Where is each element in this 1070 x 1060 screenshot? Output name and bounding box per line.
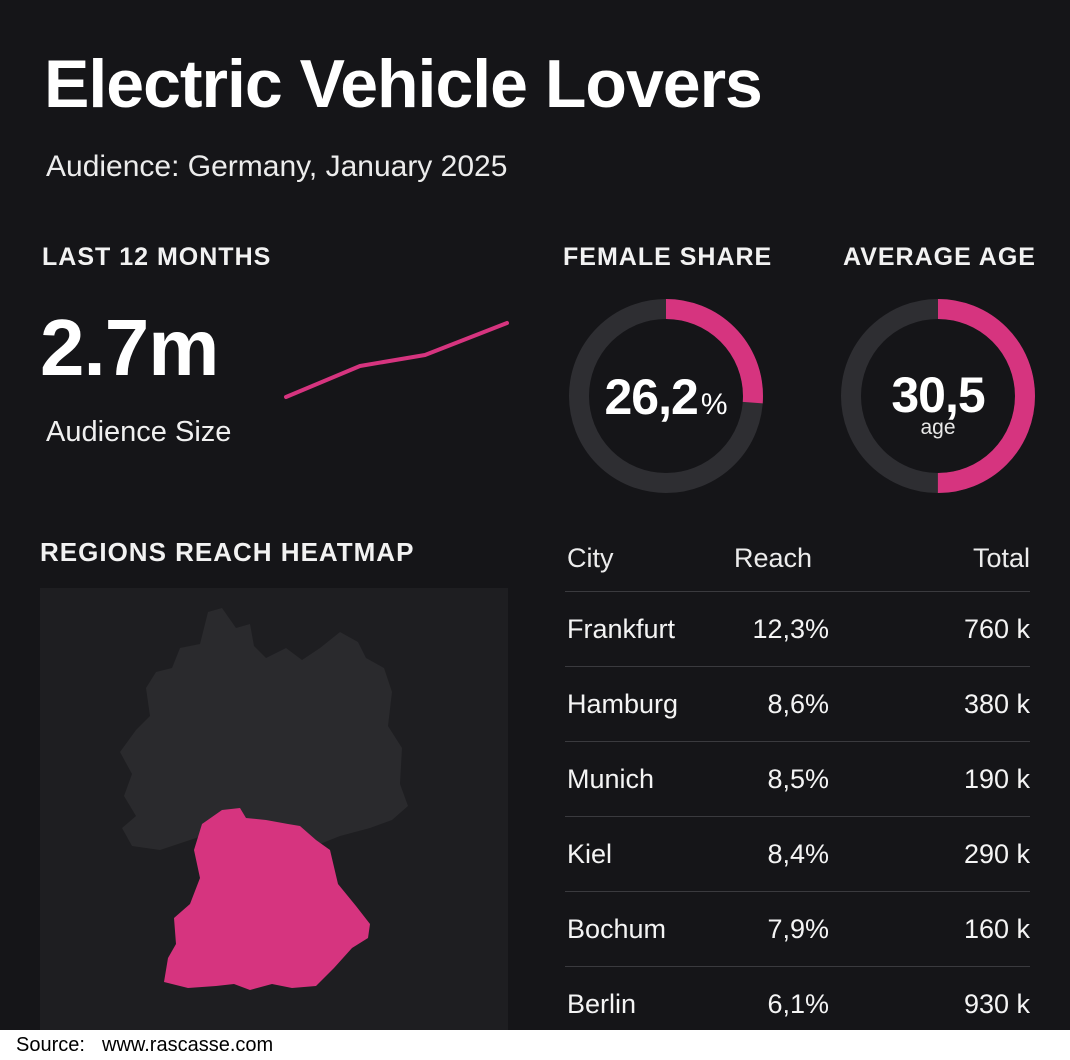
average-age-arc (841, 299, 1035, 493)
last-12-months-label: LAST 12 MONTHS (42, 243, 272, 271)
column-header-city: City (565, 525, 717, 592)
table-row: Munich 8,5% 190 k (565, 741, 1030, 817)
table-row: Frankfurt 12,3% 760 k (565, 591, 1030, 667)
city-cell: Munich (565, 741, 717, 817)
table-row: Kiel 8,4% 290 k (565, 816, 1030, 892)
city-cell: Hamburg (565, 666, 717, 742)
page-subtitle: Audience: Germany, January 2025 (46, 150, 508, 183)
reach-cell: 8,5% (717, 741, 829, 817)
source-label: Source: (16, 1034, 85, 1056)
audience-size-value: 2.7m (40, 303, 219, 392)
source-footer: Source: www.rascasse.com (0, 1030, 1070, 1060)
reach-cell: 8,4% (717, 816, 829, 892)
germany-map-highlight-region (164, 808, 370, 990)
total-cell: 160 k (829, 891, 1030, 967)
average-age-unit: age (920, 416, 956, 439)
total-cell: 930 k (963, 988, 1030, 1019)
city-cell: Bochum (565, 891, 717, 967)
audience-trend-line (284, 321, 509, 399)
female-share-arc (569, 299, 763, 493)
female-share-label: FEMALE SHARE (563, 243, 773, 271)
audience-size-caption: Audience Size (46, 416, 232, 448)
page-title: Electric Vehicle Lovers (44, 46, 763, 122)
female-share-donut (569, 299, 763, 493)
reach-cell: 6,1% (767, 988, 829, 1019)
reach-cell: 8,6% (717, 666, 829, 742)
germany-map-base (120, 608, 408, 850)
city-cell: Berlin (567, 988, 637, 1019)
audience-trend-sparkline (284, 321, 509, 399)
female-share-unit: % (700, 388, 728, 421)
total-cell: 290 k (829, 816, 1030, 892)
average-age-value: 30,5 (891, 367, 985, 423)
column-header-reach: Reach (717, 525, 829, 592)
average-age-donut (841, 299, 1035, 493)
total-cell: 380 k (829, 666, 1030, 742)
germany-map (120, 608, 408, 990)
table-header-row: City Reach Total (565, 525, 1030, 592)
average-age-readout: 30,5 age (838, 366, 1038, 440)
female-share-value: 26,2 (604, 369, 698, 425)
city-cell: Kiel (565, 816, 717, 892)
regions-heatmap-panel (40, 588, 508, 1030)
female-share-readout: 26,2% (566, 368, 766, 426)
city-reach-table: City Reach Total Frankfurt 12,3% 760 k H… (565, 525, 1030, 1041)
table-row: Hamburg 8,6% 380 k (565, 666, 1030, 742)
average-age-label: AVERAGE AGE (843, 243, 1036, 271)
reach-cell: 12,3% (717, 591, 829, 667)
total-cell: 190 k (829, 741, 1030, 817)
total-cell: 760 k (829, 591, 1030, 667)
regions-heatmap-label: REGIONS REACH HEATMAP (40, 537, 415, 567)
column-header-total: Total (829, 525, 1030, 592)
source-link[interactable]: www.rascasse.com (102, 1034, 274, 1056)
table-row: Bochum 7,9% 160 k (565, 891, 1030, 967)
city-cell: Frankfurt (565, 591, 717, 667)
table-row: Berlin 6,1% 930 k (565, 967, 1030, 1042)
reach-cell: 7,9% (717, 891, 829, 967)
